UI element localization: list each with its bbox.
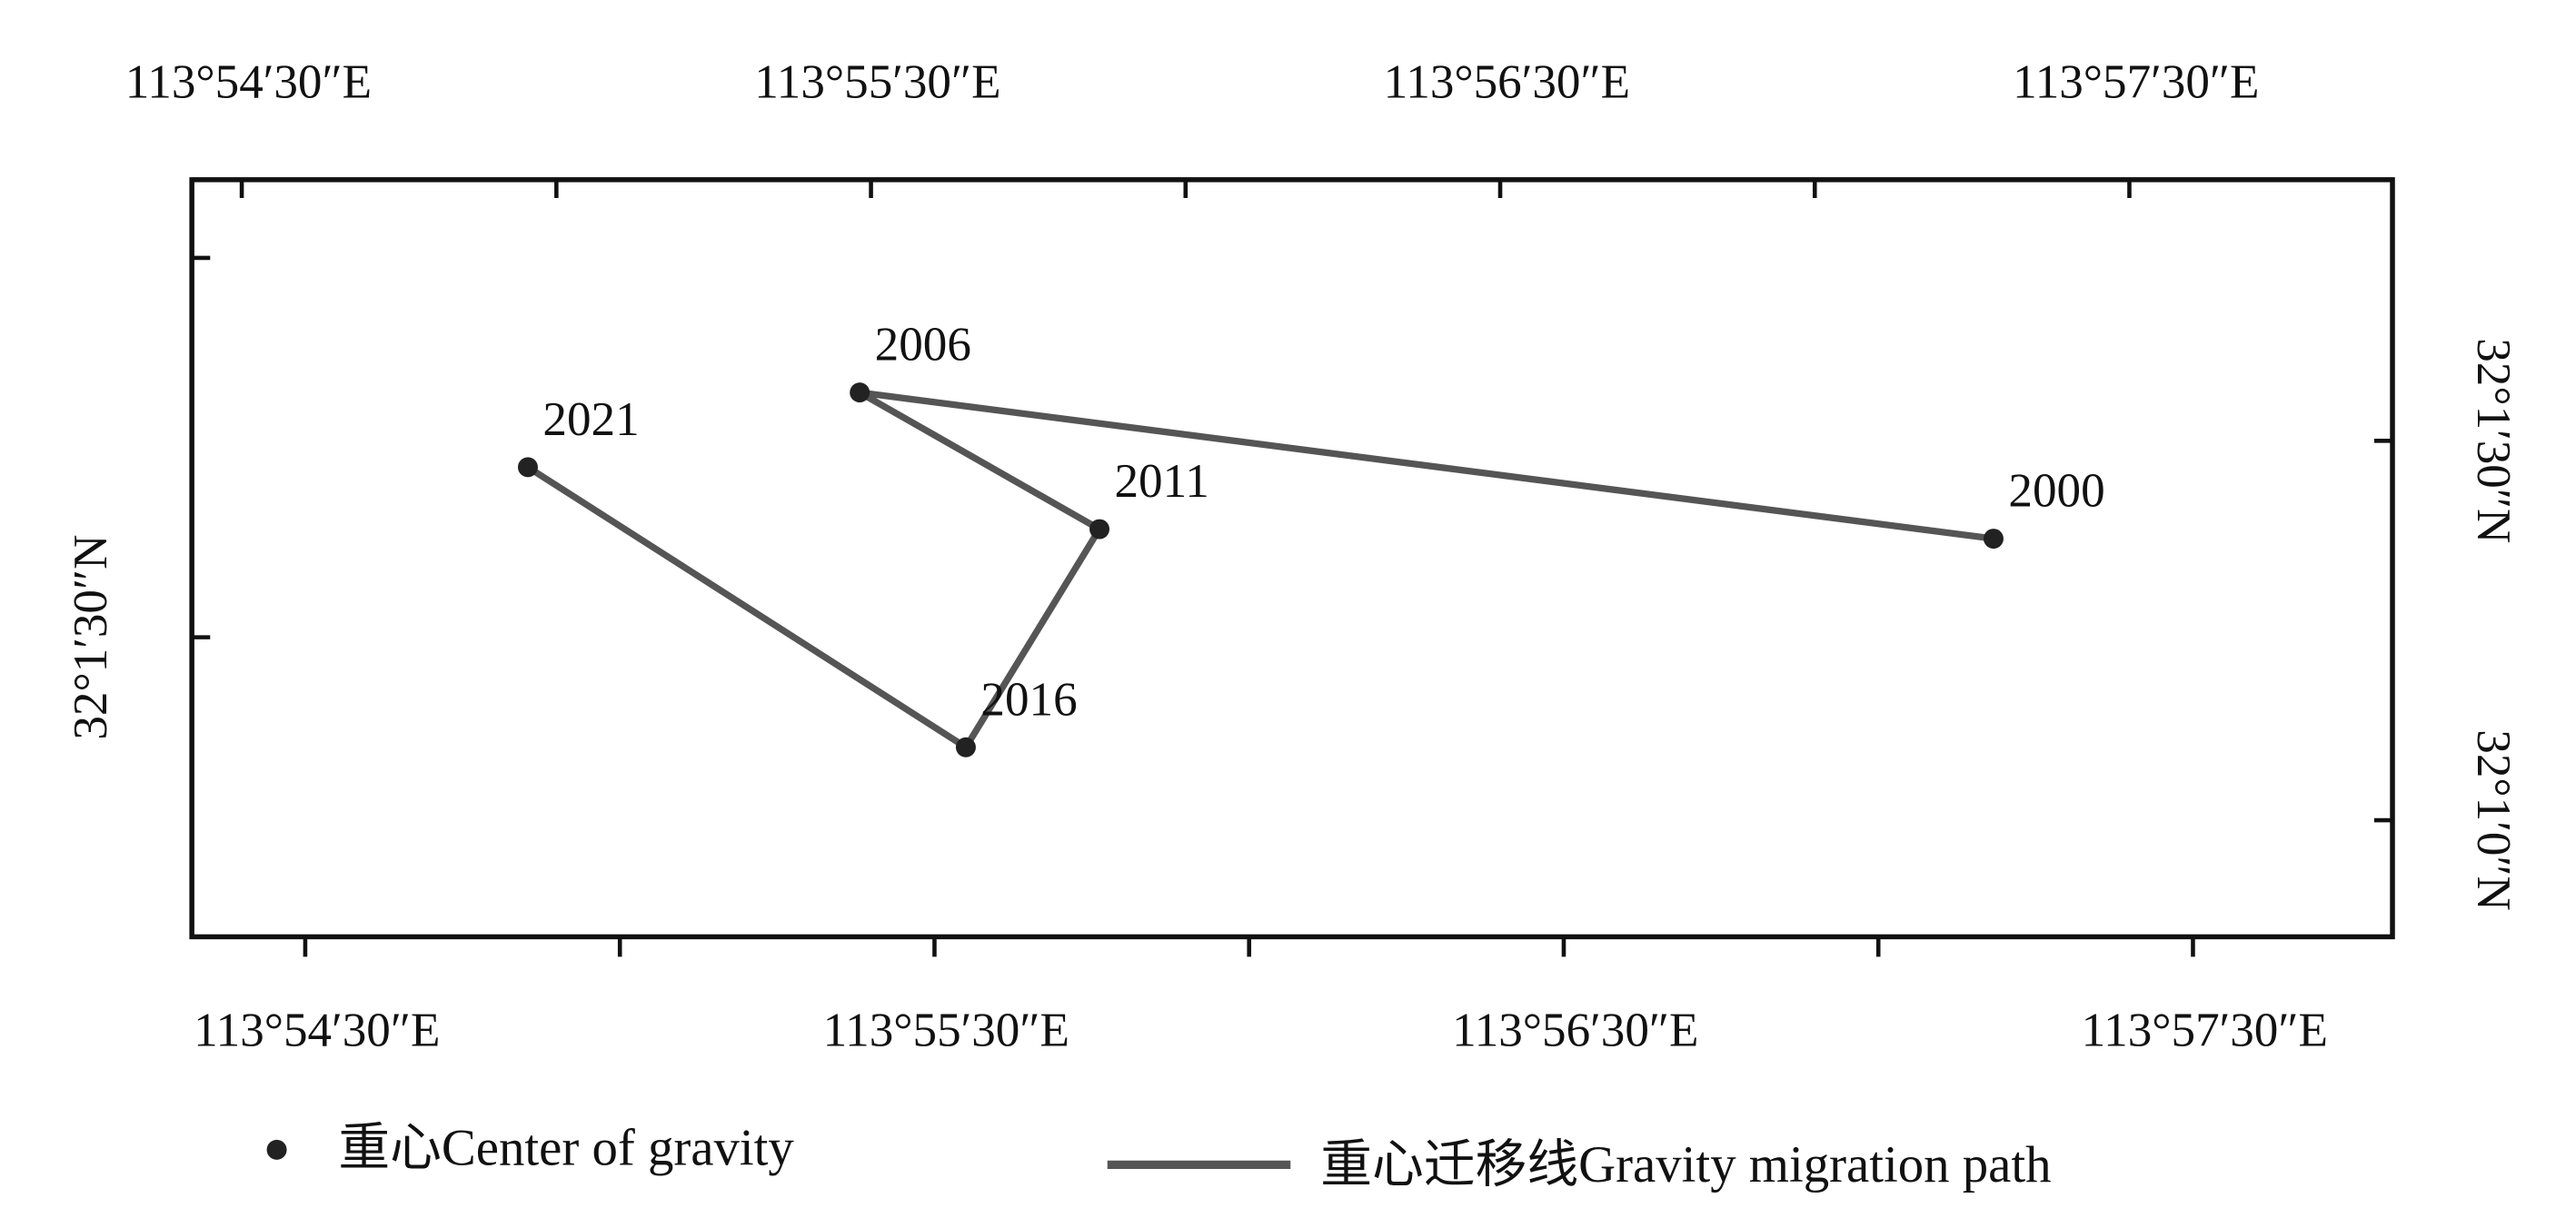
x2-tick-label: 113°54′30″E xyxy=(125,55,372,108)
map-frame xyxy=(189,177,2395,940)
migration-path xyxy=(526,389,1994,752)
legend-marker xyxy=(266,1139,287,1160)
legend-label: 重心迁移线Gravity migration path xyxy=(1320,1136,2051,1193)
point-label: 2000 xyxy=(2008,465,2104,518)
point-label: 2016 xyxy=(980,673,1077,726)
x-tick-label: 113°57′30″E xyxy=(2082,1005,2328,1057)
gravity-center xyxy=(1983,529,2004,550)
point-label: 2021 xyxy=(542,393,639,446)
x2-tick-label: 113°57′30″E xyxy=(2013,55,2259,108)
x2-tick-label: 113°56′30″E xyxy=(1384,55,1630,108)
y-tick-label: 32°1′30″N xyxy=(2467,338,2520,543)
y-tick-label: 32°1′0″N xyxy=(2467,729,2520,911)
x2-tick-label: 113°55′30″E xyxy=(754,55,1000,108)
x-tick-label: 113°54′30″E xyxy=(194,1005,440,1057)
x-tick-label: 113°56′30″E xyxy=(1452,1005,1698,1057)
y2-tick-label: 32°1′30″N xyxy=(65,535,117,740)
gravity-center xyxy=(1089,519,1110,540)
legend-label: 重心Center of gravity xyxy=(338,1120,794,1177)
gravity-center xyxy=(517,457,538,478)
gravity-center xyxy=(955,737,976,758)
point-label: 2011 xyxy=(1115,455,1209,508)
x-tick-label: 113°55′30″E xyxy=(823,1005,1069,1057)
gravity-center xyxy=(850,382,870,403)
point-label: 2006 xyxy=(875,319,971,371)
